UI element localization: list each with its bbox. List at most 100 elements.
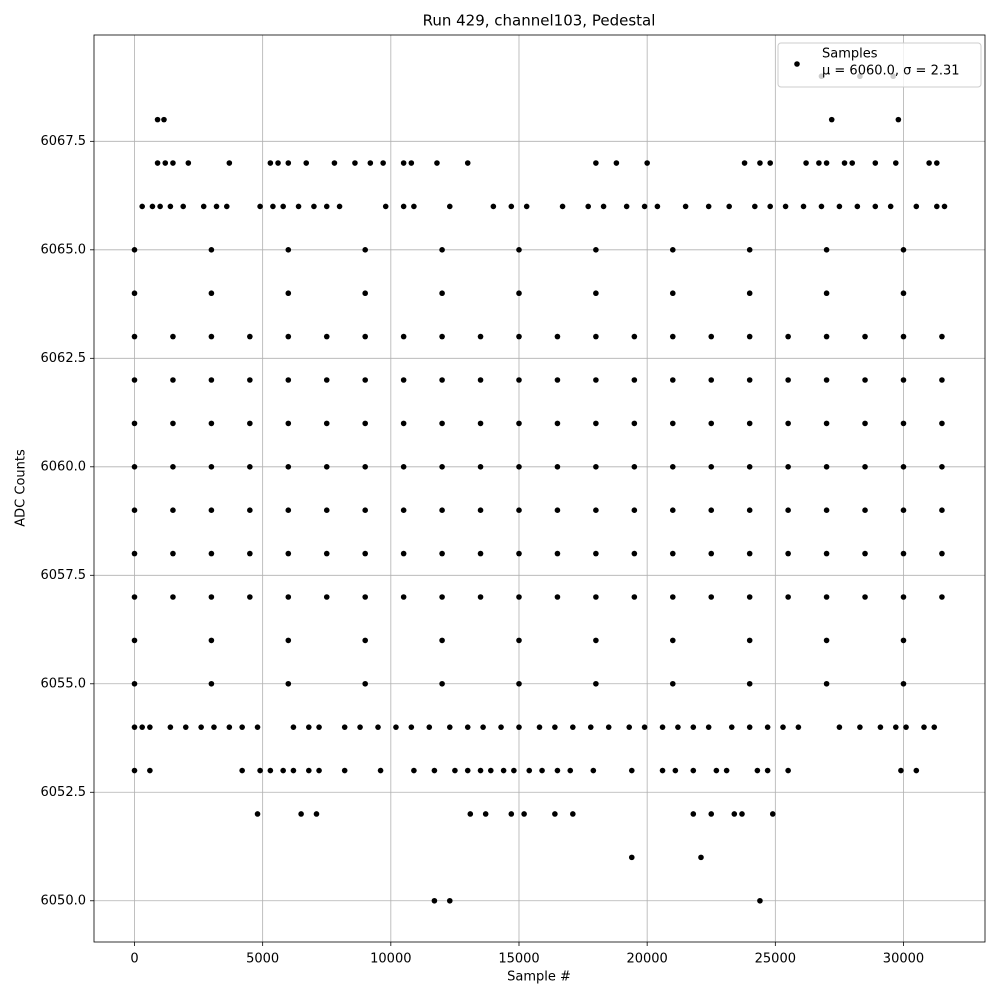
data-point bbox=[593, 594, 599, 600]
data-point bbox=[872, 203, 879, 210]
data-point bbox=[149, 203, 156, 210]
y-tick-label: 6062.5 bbox=[41, 351, 87, 366]
data-point bbox=[746, 550, 753, 557]
data-point bbox=[669, 464, 676, 470]
data-point bbox=[400, 464, 407, 470]
data-point bbox=[895, 116, 902, 123]
data-point bbox=[746, 507, 753, 513]
data-point bbox=[628, 854, 635, 861]
data-point bbox=[552, 811, 558, 817]
data-point bbox=[167, 724, 174, 730]
data-point bbox=[669, 247, 676, 253]
data-point bbox=[362, 377, 368, 383]
data-point bbox=[285, 247, 292, 253]
data-point bbox=[439, 507, 445, 513]
y-axis-label: ADC Counts bbox=[14, 449, 29, 527]
data-point bbox=[247, 550, 253, 557]
data-point bbox=[323, 203, 330, 210]
data-point bbox=[708, 333, 715, 340]
x-tick-label: 5000 bbox=[246, 952, 279, 967]
data-point bbox=[198, 724, 204, 730]
data-point bbox=[487, 767, 494, 774]
data-point bbox=[669, 420, 676, 427]
data-point bbox=[208, 680, 215, 687]
data-point bbox=[208, 247, 215, 253]
data-point bbox=[746, 377, 753, 383]
data-point bbox=[746, 724, 753, 730]
data-point bbox=[170, 160, 176, 166]
data-point bbox=[590, 767, 597, 774]
data-point bbox=[785, 377, 791, 383]
data-point bbox=[939, 507, 945, 513]
data-point bbox=[162, 160, 169, 166]
data-point bbox=[593, 420, 599, 427]
data-point bbox=[508, 811, 515, 817]
data-point bbox=[275, 160, 281, 166]
data-point bbox=[439, 594, 445, 600]
data-point bbox=[659, 724, 666, 730]
data-point bbox=[431, 897, 438, 904]
data-point bbox=[408, 724, 415, 730]
data-point bbox=[785, 507, 791, 513]
data-point bbox=[854, 203, 861, 210]
data-point bbox=[785, 767, 791, 774]
data-point bbox=[131, 247, 138, 253]
data-point bbox=[570, 724, 576, 730]
data-point bbox=[526, 767, 533, 774]
data-point bbox=[690, 724, 697, 730]
data-point bbox=[431, 767, 438, 774]
data-point bbox=[516, 594, 522, 600]
data-point bbox=[439, 464, 445, 470]
data-point bbox=[323, 550, 330, 557]
data-point bbox=[208, 377, 215, 383]
data-point bbox=[593, 680, 599, 687]
data-point bbox=[323, 420, 330, 427]
data-point bbox=[823, 290, 830, 297]
data-point bbox=[669, 637, 676, 644]
data-point bbox=[554, 550, 561, 557]
data-point bbox=[708, 464, 715, 470]
data-point bbox=[400, 550, 407, 557]
data-point bbox=[767, 160, 773, 166]
data-point bbox=[213, 203, 220, 210]
data-point bbox=[934, 203, 940, 210]
data-point bbox=[672, 767, 679, 774]
data-point bbox=[746, 333, 753, 340]
data-point bbox=[823, 680, 830, 687]
data-point bbox=[477, 767, 484, 774]
data-point bbox=[336, 203, 343, 210]
data-point bbox=[536, 724, 543, 730]
data-point bbox=[593, 247, 599, 253]
data-point bbox=[393, 724, 399, 730]
data-point bbox=[764, 767, 771, 774]
data-point bbox=[823, 247, 830, 253]
data-point bbox=[131, 333, 138, 340]
data-point bbox=[411, 767, 417, 774]
data-point bbox=[285, 420, 292, 427]
data-point bbox=[862, 594, 868, 600]
data-point bbox=[303, 160, 310, 166]
data-point bbox=[939, 377, 945, 383]
data-point bbox=[408, 160, 415, 166]
data-point bbox=[659, 767, 666, 774]
legend-marker bbox=[794, 61, 800, 67]
data-point bbox=[739, 811, 745, 817]
data-point bbox=[746, 637, 753, 644]
data-point bbox=[623, 203, 630, 210]
data-point bbox=[208, 637, 215, 644]
data-point bbox=[900, 550, 907, 557]
data-point bbox=[411, 203, 417, 210]
data-point bbox=[362, 550, 368, 557]
data-point bbox=[862, 507, 868, 513]
data-point bbox=[785, 550, 791, 557]
data-point bbox=[270, 203, 276, 210]
data-point bbox=[862, 550, 868, 557]
data-point bbox=[593, 550, 599, 557]
data-point bbox=[823, 377, 830, 383]
data-point bbox=[708, 377, 715, 383]
data-point bbox=[247, 594, 253, 600]
data-point bbox=[554, 333, 561, 340]
data-point bbox=[516, 377, 522, 383]
data-point bbox=[490, 203, 497, 210]
data-point bbox=[823, 594, 830, 600]
